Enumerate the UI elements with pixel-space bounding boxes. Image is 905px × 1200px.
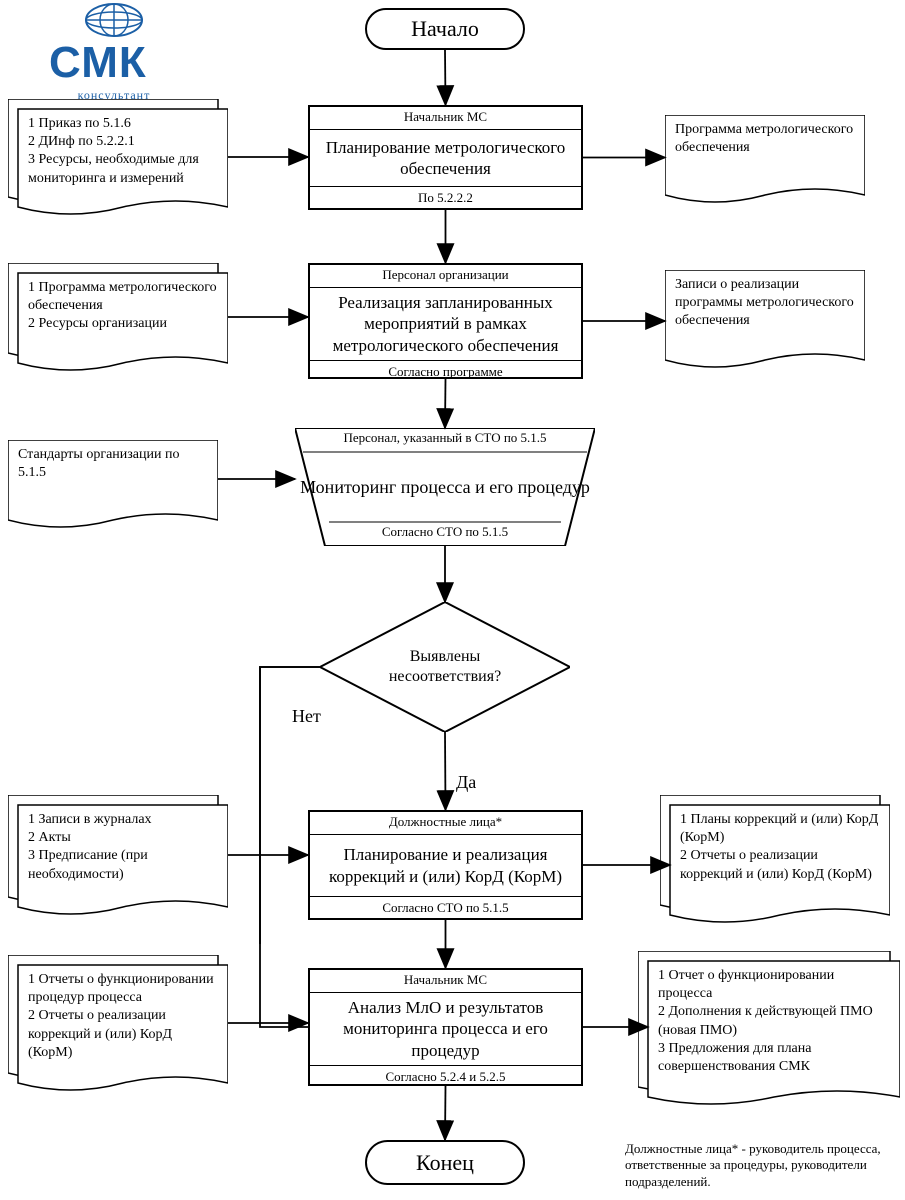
process-impl: Персонал организации Реализация запланир… xyxy=(308,263,583,379)
terminator-start: Начало xyxy=(365,8,525,50)
process-plan-title: Планирование метрологического обеспечени… xyxy=(310,130,581,186)
process-impl-role: Персонал организации xyxy=(310,265,581,288)
process-plan: Начальник МС Планирование метрологическо… xyxy=(308,105,583,210)
doc-in5-text: 1 Отчеты о функционировании процедур про… xyxy=(18,965,228,1077)
doc-in4-text: 1 Записи в журналах 2 Акты 3 Предписание… xyxy=(18,805,228,901)
process-analyze-title: Анализ МлО и результатов мониторинга про… xyxy=(310,993,581,1065)
process-correct: Должностные лица* Планирование и реализа… xyxy=(308,810,583,920)
process-correct-ref: Согласно СТО по 5.1.5 xyxy=(310,896,581,918)
doc-out2-text: Записи о реализации программы метрологич… xyxy=(665,270,865,354)
doc-in1-text: 1 Приказ по 5.1.6 2 ДИнф по 5.2.2.1 3 Ре… xyxy=(18,109,228,201)
process-monitor-title: Мониторинг процесса и его процедур xyxy=(295,452,595,522)
process-analyze-role: Начальник МС xyxy=(310,970,581,993)
doc-in2-text: 1 Программа метрологического обеспечения… xyxy=(18,273,228,357)
footnote: Должностные лица* - руководитель процесс… xyxy=(625,1141,895,1190)
logo: СМК консультант xyxy=(49,2,179,103)
edge-label-yes: Да xyxy=(456,772,476,793)
process-analyze-ref: Согласно 5.2.4 и 5.2.5 xyxy=(310,1065,581,1087)
logo-text: СМК xyxy=(49,38,179,88)
process-correct-title: Планирование и реализация коррекций и (и… xyxy=(310,835,581,896)
process-monitor-role: Персонал, указанный в СТО по 5.1.5 xyxy=(295,428,595,452)
flowchart-canvas: СМК консультант Начало Конец Начальник М… xyxy=(0,0,905,1200)
process-correct-role: Должностные лица* xyxy=(310,812,581,835)
doc-out5-text: 1 Отчет о функционировании процесса 2 До… xyxy=(648,961,900,1091)
process-analyze: Начальник МС Анализ МлО и результатов мо… xyxy=(308,968,583,1086)
decision-nonconformities: Выявлены несоответствия? xyxy=(320,602,570,732)
decision-label: Выявлены несоответствия? xyxy=(320,602,570,732)
process-plan-ref: По 5.2.2.2 xyxy=(310,186,581,208)
process-impl-title: Реализация запланированных мероприятий в… xyxy=(310,288,581,360)
terminator-start-label: Начало xyxy=(411,16,479,42)
process-monitor-ref: Согласно СТО по 5.1.5 xyxy=(295,522,595,546)
process-impl-ref: Согласно программе xyxy=(310,360,581,382)
edge-label-no: Нет xyxy=(292,706,321,727)
process-monitor: Персонал, указанный в СТО по 5.1.5 Монит… xyxy=(295,428,595,546)
doc-in3-text: Стандарты организации по 5.1.5 xyxy=(8,440,218,514)
terminator-end-label: Конец xyxy=(416,1150,474,1176)
terminator-end: Конец xyxy=(365,1140,525,1185)
process-plan-role: Начальник МС xyxy=(310,107,581,130)
doc-out4-text: 1 Планы коррекций и (или) КорД (КорМ) 2 … xyxy=(670,805,890,909)
doc-out1-text: Программа метрологического обеспечения xyxy=(665,115,865,189)
